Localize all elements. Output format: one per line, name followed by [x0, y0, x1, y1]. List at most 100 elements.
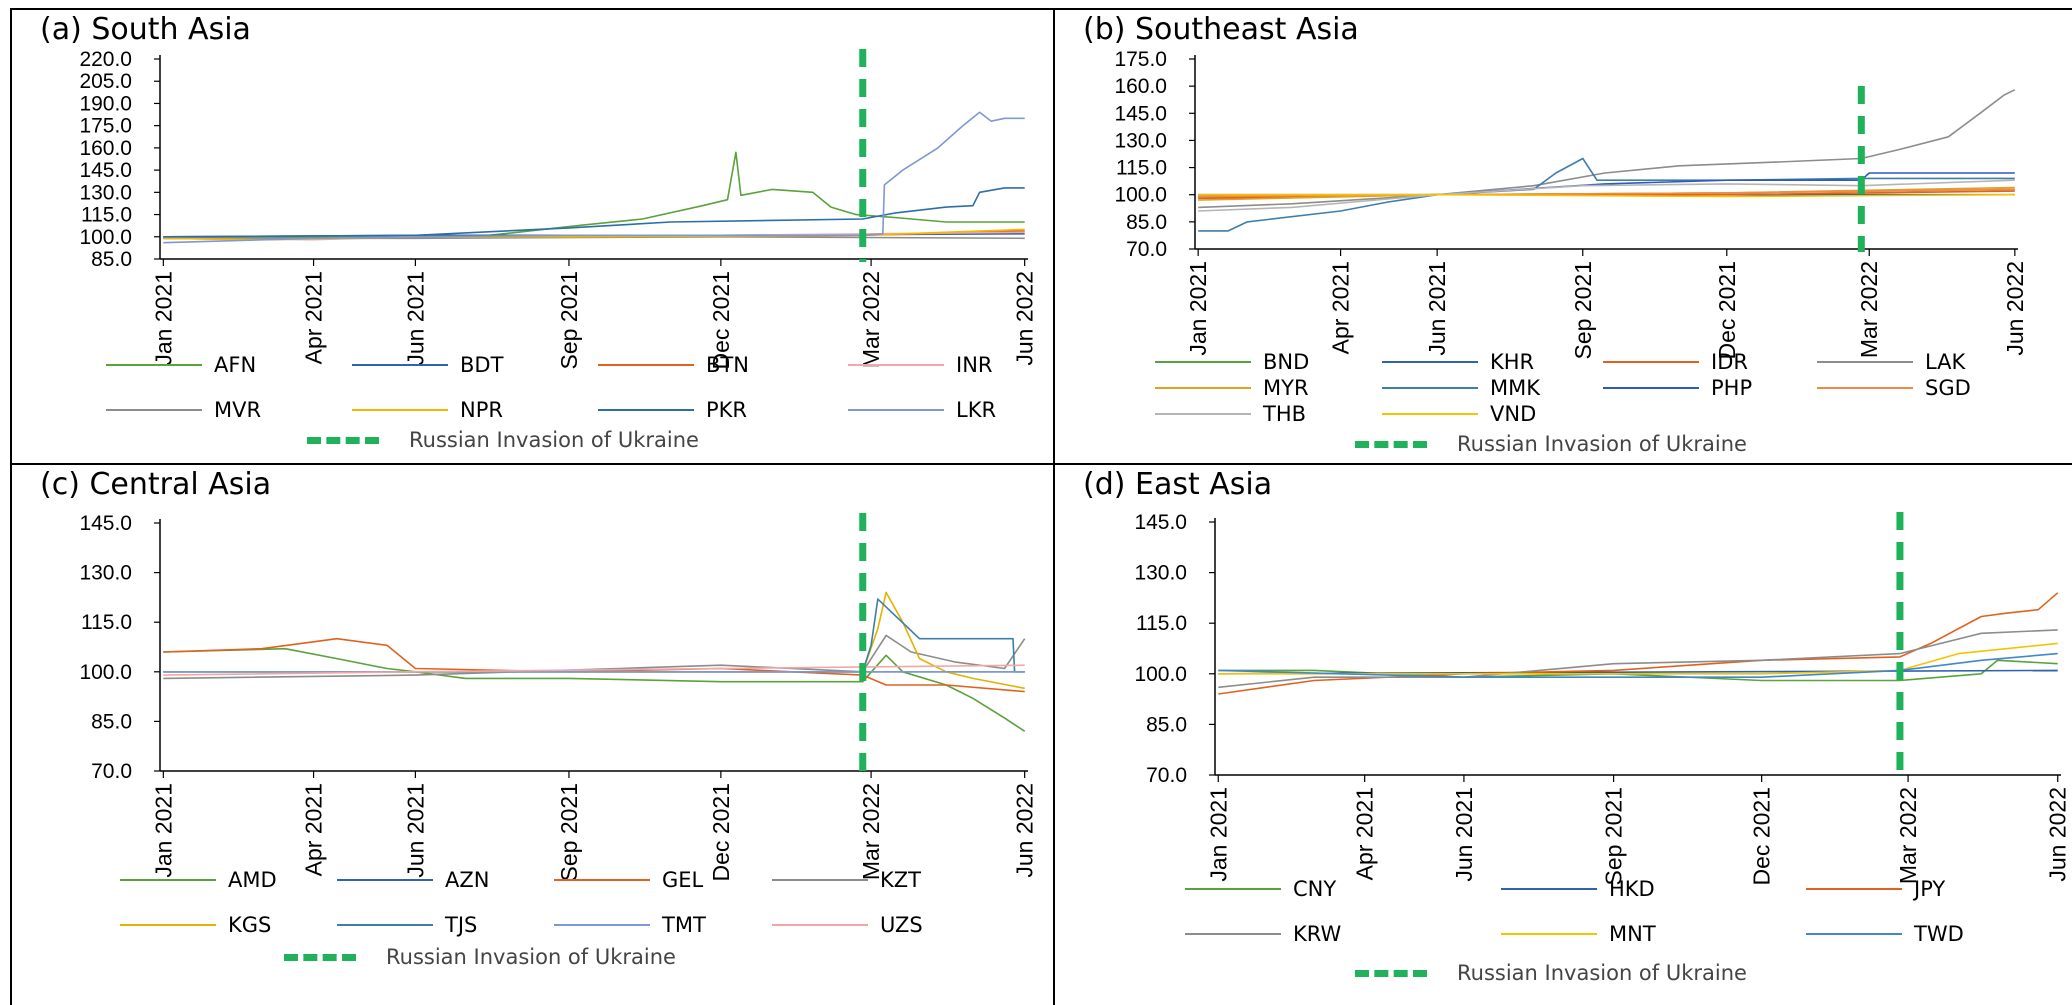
legend-item-invasion: Russian Invasion of Ukraine [307, 428, 699, 452]
y-tick-label: 100.0 [1134, 663, 1187, 686]
x-tick-label: Jan 2021 [1185, 261, 1211, 356]
legend-swatch [772, 924, 868, 926]
legend-item-inr: INR [848, 353, 993, 377]
legend-item-invasion: Russian Invasion of Ukraine [1355, 961, 1747, 985]
legend-swatch [1817, 387, 1913, 389]
legend-item-amd: AMD [120, 868, 277, 892]
legend-item-idr: IDR [1603, 350, 1748, 374]
legend-label: AMD [228, 868, 277, 892]
legend-label: AFN [214, 353, 257, 377]
legend-swatch-dashed [284, 953, 356, 961]
legend-swatch [352, 364, 448, 366]
legend-swatch [1382, 413, 1478, 415]
y-tick-label: 190.0 [79, 92, 132, 115]
y-tick-label: 130.0 [79, 181, 132, 204]
series-line-pkr [163, 187, 1025, 238]
legend-item-hkd: HKD [1501, 877, 1655, 901]
y-tick-label: 115.0 [81, 611, 132, 634]
frame-left [10, 8, 12, 1005]
x-tick-label: Jan 2021 [150, 271, 176, 366]
panel-central-asia: (c) Central Asia 145.0 130.0 115.0 100.0 85.… [12, 465, 1053, 1005]
y-tick-label: 145.0 [1134, 511, 1187, 534]
legend-label: MNT [1609, 922, 1656, 946]
legend-label: BTN [706, 353, 749, 377]
legend-label: SGD [1925, 376, 1971, 400]
y-tick-label: 130.0 [1114, 129, 1167, 152]
legend-swatch [1501, 888, 1597, 890]
legend-item-krw: KRW [1185, 922, 1341, 946]
legend-item-mvr: MVR [106, 398, 261, 422]
x-tick-label: Jun 2021 [1451, 787, 1477, 882]
legend-swatch [1185, 933, 1281, 935]
legend-label: TWD [1914, 922, 1964, 946]
x-tick-label: Apr 2021 [1328, 261, 1354, 354]
legend-item-npr: NPR [352, 398, 503, 422]
legend-label: Russian Invasion of Ukraine [1457, 432, 1747, 456]
y-tick-label: 115.0 [1116, 157, 1167, 180]
legend-label: BDT [460, 353, 504, 377]
legend-label: INR [956, 353, 993, 377]
series-line-krw [1218, 629, 2058, 689]
series-line-uzs [163, 664, 1025, 676]
legend-swatch [120, 924, 216, 926]
legend-label: LAK [1925, 350, 1966, 374]
legend-item-tmt: TMT [554, 913, 706, 937]
series-line-twd [1218, 652, 2058, 678]
legend-swatch [1806, 888, 1902, 890]
legend-item-myr: MYR [1155, 376, 1309, 400]
legend-label: Russian Invasion of Ukraine [409, 428, 699, 452]
legend-label: KZT [880, 868, 921, 892]
series-line-mnt [1218, 642, 2058, 675]
legend-item-kzt: KZT [772, 868, 921, 892]
y-tick-label: 100.0 [1114, 184, 1167, 207]
legend-label: PKR [706, 398, 748, 422]
x-tick-label: Mar 2022 [858, 783, 884, 880]
x-tick-label: Jun 2021 [1424, 261, 1450, 356]
y-tick-label: 175.0 [1114, 48, 1167, 71]
legend-swatch [598, 409, 694, 411]
y-tick-label: 85.0 [91, 710, 132, 733]
legend-item-invasion: Russian Invasion of Ukraine [284, 945, 676, 969]
x-tick-label: Apr 2021 [301, 783, 327, 876]
y-tick-label: 145.0 [79, 159, 132, 182]
x-tick-label: Mar 2022 [1895, 787, 1921, 884]
legend-item-bnd: BND [1155, 350, 1309, 374]
legend-label: LKR [956, 398, 997, 422]
legend-swatch [120, 879, 216, 881]
legend-label: CNY [1293, 877, 1337, 901]
x-tick-label: Jun 2022 [1012, 271, 1038, 366]
x-tick-label: Apr 2021 [301, 271, 327, 364]
legend-item-jpy: JPY [1806, 877, 1945, 901]
legend-label: KRW [1293, 922, 1342, 946]
legend-swatch [1382, 387, 1478, 389]
series-line-idr [1198, 190, 2015, 200]
y-tick-label: 85.0 [1126, 211, 1167, 234]
y-tick-label: 175.0 [79, 115, 132, 138]
y-tick-label: 70.0 [1146, 764, 1187, 787]
y-tick-label: 160.0 [79, 137, 132, 160]
legend-swatch-dashed [307, 436, 379, 444]
legend-label: IDR [1711, 350, 1748, 374]
legend-item-pkr: PKR [598, 398, 747, 422]
legend-item-sgd: SGD [1817, 376, 1971, 400]
legend-item-thb: THB [1155, 402, 1306, 426]
y-tick-label: 100.0 [79, 661, 132, 684]
legend-label: NPR [460, 398, 503, 422]
chart-svg: 145.0 130.0 115.0 100.0 85.0 70.0 Jan 2021 Apr … [1134, 511, 2070, 885]
y-tick-label: 85.0 [1146, 713, 1187, 736]
panel-title: (b) Southeast Asia [1083, 12, 1359, 47]
legend-item-bdt: BDT [352, 353, 503, 377]
legend-item-mnt: MNT [1501, 922, 1656, 946]
legend-swatch [1155, 387, 1251, 389]
x-tick-label: Sep 2021 [1601, 787, 1627, 885]
y-tick-label: 70.0 [1126, 238, 1167, 261]
x-tick-label: Jun 2022 [2002, 261, 2028, 356]
legend-label: MYR [1263, 376, 1309, 400]
frame-middle-vertical [1053, 8, 1055, 1005]
y-tick-label: 70.0 [91, 760, 132, 783]
x-tick-label: Sep 2021 [1570, 261, 1596, 359]
y-tick-label: 115.0 [1136, 612, 1187, 635]
y-tick-label: 205.0 [79, 70, 132, 93]
legend-label: UZS [880, 913, 923, 937]
y-tick-label: 115.0 [81, 204, 132, 227]
